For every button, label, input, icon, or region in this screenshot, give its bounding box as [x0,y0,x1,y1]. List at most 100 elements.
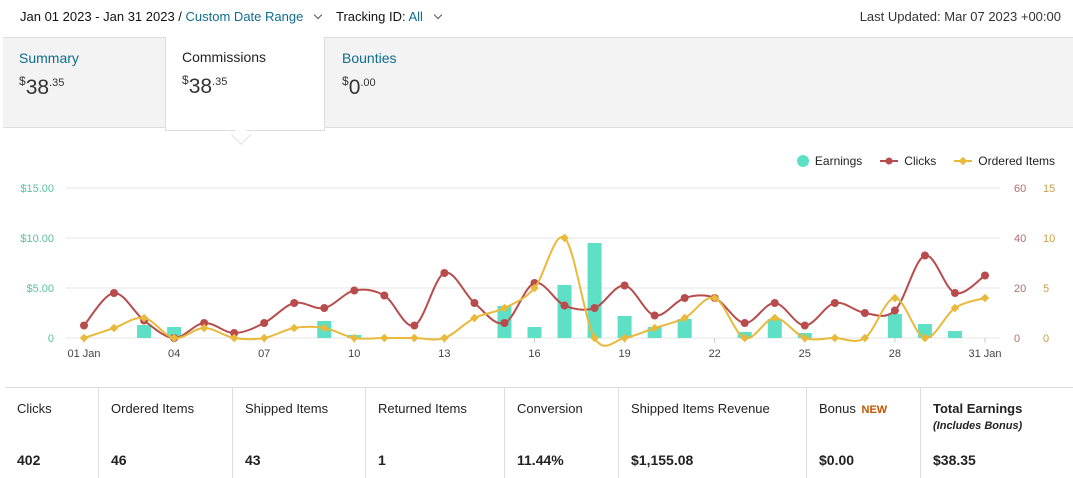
bonus-label: Bonus [819,401,856,416]
tracking-value[interactable]: All [408,9,423,24]
ordered-items-point [109,323,119,333]
ordered-items-point [980,293,990,303]
earnings-chart: 0 0 0 $5.00 20 5 $10.00 40 10 $15.00 60 15 01 Jan 04 0… [0,140,1073,380]
stat-value: 43 [245,452,261,468]
earnings-bar [647,327,662,338]
ordered-items-point [920,333,930,343]
amount-whole: 0 [348,76,361,99]
x-tick-label: 22 [709,348,721,360]
ordered-items-point [830,333,840,343]
x-tick-label: 25 [799,348,811,360]
clicks-point [650,311,659,320]
ordered-items-point [139,313,149,323]
amount-fraction: .00 [360,77,376,89]
clicks-point [350,286,359,295]
ordered-items-point [320,323,329,333]
ordered-items-point [350,333,359,343]
ordered-items-point [440,333,449,343]
clicks-point [230,329,239,337]
earnings-bar [767,319,782,338]
clicks-point [740,319,749,327]
ordered-items-point [680,313,689,323]
stats-bar: Clicks 402 Ordered Items 46 Shipped Item… [5,387,1073,478]
x-tick-label: 16 [528,348,540,360]
earnings-bar [137,325,152,338]
clicks-point [620,281,629,290]
clicks-point [860,309,869,317]
clicks-point [200,319,209,327]
stat-shipped-items: Shipped Items 43 [233,388,366,478]
earnings-bar [617,316,632,338]
y-ordered-tick-label: 10 [1043,233,1055,245]
chart-svg: 0 0 0 $5.00 20 5 $10.00 40 10 $15.00 60 15 01 Jan 04 0… [20,183,1055,360]
total-earnings-label: Total Earnings [933,401,1023,416]
ordered-items-point [500,303,509,313]
tab-title: Summary [19,50,79,66]
legend-earnings[interactable]: Earnings [796,154,863,168]
tab-summary[interactable]: Summary $38.35 [3,38,166,129]
x-tick-label: 07 [258,348,270,360]
custom-date-range-link[interactable]: Custom Date Range [185,9,304,24]
clicks-point [590,304,599,312]
ordered-items-point [860,333,870,343]
y-left-tick-label: 0 [48,333,54,345]
clicks-point [680,294,689,302]
clicks-point [320,304,329,312]
x-tick-label: 31 Jan [968,348,1001,360]
ordered-items-point [650,323,659,333]
x-tick-label: 13 [438,348,450,360]
stat-clicks: Clicks 402 [5,388,99,478]
currency-symbol: $ [182,73,189,87]
date-range-selector[interactable]: Jan 01 2023 - Jan 31 2023 / Custom Date … [20,9,323,24]
legend-label: Earnings [814,154,863,168]
total-earnings-sub: (Includes Bonus) [933,420,1023,432]
tab-amount: $38.35 [182,73,308,99]
chevron-down-icon[interactable] [313,10,323,20]
y-left-tick-label: $15.00 [20,183,54,195]
ordered-items-point [770,313,780,323]
clicks-point [80,321,88,330]
stat-value: 402 [17,452,41,468]
earnings-bar [677,319,692,338]
clicks-point [830,299,839,307]
earnings-swatch [796,155,809,167]
tab-amount: $0.00 [342,74,470,100]
ordered-items-point [169,333,179,343]
ordered-items-point [289,323,299,333]
x-tick-label: 28 [889,348,901,360]
ordered-items-point [530,283,539,293]
tab-commissions[interactable]: Commissions $38.35 [165,37,325,131]
x-tick-label: 01 Jan [67,348,100,360]
legend-label: Ordered Items [978,154,1055,168]
tracking-id-selector[interactable]: Tracking ID: All [336,9,442,24]
last-updated: Last Updated: Mar 07 2023 +00:00 [859,9,1061,24]
tab-bounties[interactable]: Bounties $0.00 [326,38,486,129]
ordered-items-point [410,333,419,343]
amount-whole: 38 [25,76,50,99]
chart-legend: Earnings Clicks Ordered Items [796,154,1055,168]
clicks-point [920,251,929,260]
earnings-bar [947,331,962,338]
stat-label: Bonus NEW [819,401,908,416]
legend-ordered-items[interactable]: Ordered Items [954,154,1055,168]
clicks-swatch [880,157,899,165]
currency-symbol: $ [19,74,26,88]
ordered-items-point [950,303,960,313]
chevron-down-icon[interactable] [433,10,442,20]
y-clicks-tick-label: 20 [1014,283,1026,295]
y-clicks-tick-label: 60 [1014,183,1026,195]
clicks-point [770,299,779,307]
ordered-items-point [380,333,389,343]
stat-value: $0.00 [819,452,855,468]
ordered-items-point [199,323,209,333]
stat-label: Total Earnings (Includes Bonus) [933,401,1061,432]
stat-shipped-revenue: Shipped Items Revenue $1,155.08 [619,388,807,478]
clicks-line [83,254,986,340]
clicks-point [290,299,299,307]
ordered-items-point [620,333,629,343]
stat-label: Clicks [17,401,52,416]
clicks-point [800,321,809,330]
legend-clicks[interactable]: Clicks [880,154,936,168]
currency-symbol: $ [342,74,349,88]
stat-value: 46 [111,452,127,468]
